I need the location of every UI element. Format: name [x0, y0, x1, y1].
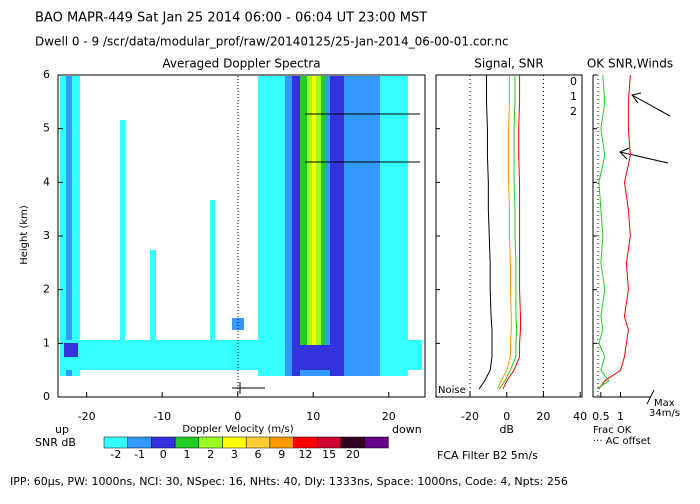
- ac-offset-label: ··· AC offset: [593, 436, 651, 447]
- x-tick-label: -20: [78, 410, 96, 423]
- right-note: down: [392, 423, 422, 436]
- colorbar-swatch: [127, 436, 152, 449]
- header-line2: Dwell 0 - 9 /scr/data/modular_prof/raw/2…: [35, 35, 509, 49]
- profile-line: [497, 75, 512, 390]
- colorbar-tick-label: 1: [183, 448, 190, 461]
- colorbar-swatch: [364, 436, 389, 449]
- x-tick-label: 20: [382, 410, 396, 423]
- y-tick-label: 5: [43, 122, 50, 135]
- colorbar-tick-label: 3: [231, 448, 238, 461]
- x-tick-label: -20: [461, 410, 479, 423]
- legend-entry: 0: [570, 75, 577, 88]
- header-line1: BAO MAPR-449 Sat Jan 25 2014 06:00 - 06:…: [35, 11, 427, 26]
- colorbar-swatch: [174, 436, 200, 449]
- x-axis-label: Doppler Velocity (m/s): [182, 424, 293, 435]
- y-tick-label: 3: [43, 229, 50, 242]
- x-tick-label: 0: [234, 410, 241, 423]
- y-axis-label: Height (km): [19, 205, 30, 265]
- legend-entry: 2: [570, 105, 577, 118]
- spectra-field: [60, 76, 422, 396]
- colorbar-swatch: [340, 436, 365, 449]
- x-tick-label: -10: [153, 410, 171, 423]
- y-tick-label: 4: [43, 175, 50, 188]
- profile-line: [596, 74, 610, 390]
- wind-arrows: [619, 92, 671, 405]
- legend-entry: 1: [570, 90, 577, 103]
- x-axis-label: Frac OK: [593, 425, 632, 436]
- colorbar-tick-label: -1: [134, 448, 145, 461]
- y-tick-label: 2: [43, 283, 50, 296]
- footer: IPP: 60µs, PW: 1000ns, NCI: 30, NSpec: 1…: [10, 475, 568, 488]
- panel-title: Signal, SNR: [474, 57, 543, 71]
- x-tick-label: 1: [617, 410, 624, 423]
- y-tick-label: 1: [43, 336, 50, 349]
- colorbar-tick-label: 20: [346, 448, 360, 461]
- y-tick-label: 6: [43, 68, 50, 81]
- profile-line: [598, 74, 631, 390]
- x-axis-label: dB: [499, 423, 514, 436]
- colorbar-tick-label: 6: [255, 448, 262, 461]
- left-note: up: [55, 423, 69, 436]
- x-tick-label: 10: [306, 410, 320, 423]
- x-tick-label: 0.5: [592, 410, 610, 423]
- y-tick-label: 0: [43, 390, 50, 403]
- panel-title: OK SNR,Winds: [587, 57, 673, 71]
- colorbar-swatch: [198, 436, 223, 449]
- colorbar-swatch: [151, 436, 176, 449]
- panel-title: Averaged Doppler Spectra: [162, 57, 320, 71]
- colorbar-swatch: [269, 436, 294, 449]
- x-tick-label: 40: [573, 410, 587, 423]
- colorbar-swatch: [293, 436, 318, 449]
- colorbar-tick-label: 12: [298, 448, 312, 461]
- colorbar-tick-label: -2: [110, 448, 121, 461]
- colorbar-tick-label: 2: [207, 448, 214, 461]
- x-tick-label: 0: [503, 410, 510, 423]
- colorbar-tick-label: 15: [322, 448, 336, 461]
- filter-note: FCA Filter B2 5m/s: [437, 449, 538, 462]
- colorbar-swatch: [245, 436, 271, 449]
- max-label: Max: [654, 398, 675, 409]
- profile-line: [478, 75, 493, 390]
- profile-line: [502, 75, 521, 390]
- colorbar-tick-label: 0: [160, 448, 167, 461]
- colorbar-swatch: [317, 436, 342, 449]
- noise-label: Noise: [438, 385, 466, 396]
- colorbar-tick-label: 9: [278, 448, 285, 461]
- max-value-label: 34m/s: [649, 408, 680, 419]
- profile-line: [498, 75, 518, 390]
- colorbar-swatch: [103, 436, 128, 449]
- colorbar-label: SNR dB: [35, 436, 76, 449]
- colorbar-swatch: [222, 436, 247, 449]
- x-tick-label: 20: [536, 410, 550, 423]
